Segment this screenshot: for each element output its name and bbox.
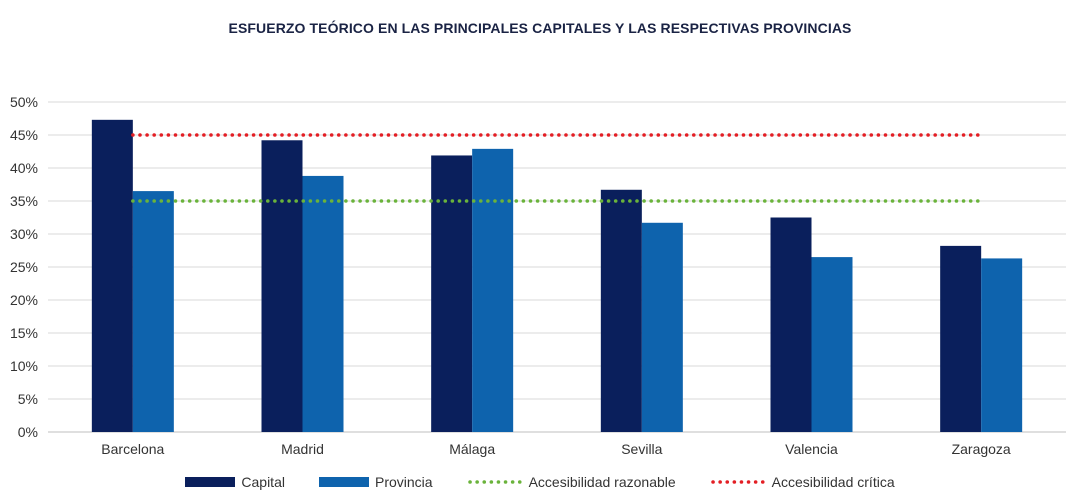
legend-item-capital: Capital	[185, 474, 285, 490]
bar-capital-madrid	[261, 140, 303, 432]
legend-item-razonable: Accesibilidad razonable	[467, 474, 676, 490]
bar-provincia-madrid	[302, 175, 344, 433]
legend-label-razonable: Accesibilidad razonable	[528, 474, 676, 490]
legend-swatch-provincia	[318, 477, 369, 487]
bar-chart: 0% 5% 10% 15% 20% 25% 30% 35% 40% 45% 50% Barcelona…	[10, 94, 1066, 457]
y-tick-label: 35%	[10, 193, 38, 209]
y-tick-label: 0%	[18, 424, 38, 440]
legend-swatch-critica	[710, 480, 766, 484]
chart-title: ESFUERZO TEÓRICO EN LAS PRINCIPALES CAPI…	[228, 20, 852, 36]
y-tick-label: 25%	[10, 259, 38, 275]
y-tick-label: 10%	[10, 358, 38, 374]
legend-item-critica: Accesibilidad crítica	[710, 474, 895, 490]
legend-item-provincia: Provincia	[318, 474, 433, 490]
bar-capital-valencia	[770, 217, 812, 432]
bar-provincia-valencia	[811, 257, 853, 432]
y-tick-label: 45%	[10, 127, 38, 143]
legend-label-provincia: Provincia	[374, 474, 433, 490]
x-category-label: Barcelona	[101, 441, 164, 457]
bar-capital-barcelona	[91, 119, 133, 432]
bar-provincia-barcelona	[132, 191, 174, 432]
bar-capital-sevilla	[600, 189, 642, 432]
legend-swatch-razonable	[467, 480, 523, 484]
y-tick-label: 20%	[10, 292, 38, 308]
y-tick-label: 40%	[10, 160, 38, 176]
bar-provincia-málaga	[472, 148, 514, 433]
legend-swatch-capital	[185, 477, 236, 487]
x-category-label: Sevilla	[621, 441, 662, 457]
x-category-label: Málaga	[449, 441, 495, 457]
bar-capital-málaga	[431, 155, 473, 432]
x-category-label: Valencia	[785, 441, 838, 457]
y-tick-label: 50%	[10, 94, 38, 110]
legend-label-capital: Capital	[241, 474, 285, 490]
legend-label-critica: Accesibilidad crítica	[771, 474, 895, 490]
bar-capital-zaragoza	[940, 245, 982, 432]
chart-legend: Capital Provincia Accesibilidad razonabl…	[0, 474, 1080, 490]
y-tick-label: 15%	[10, 325, 38, 341]
y-tick-label: 5%	[18, 391, 38, 407]
bar-provincia-sevilla	[641, 222, 683, 432]
y-tick-label: 30%	[10, 226, 38, 242]
bar-provincia-zaragoza	[981, 258, 1023, 432]
x-category-label: Zaragoza	[952, 441, 1011, 457]
x-category-label: Madrid	[281, 441, 324, 457]
